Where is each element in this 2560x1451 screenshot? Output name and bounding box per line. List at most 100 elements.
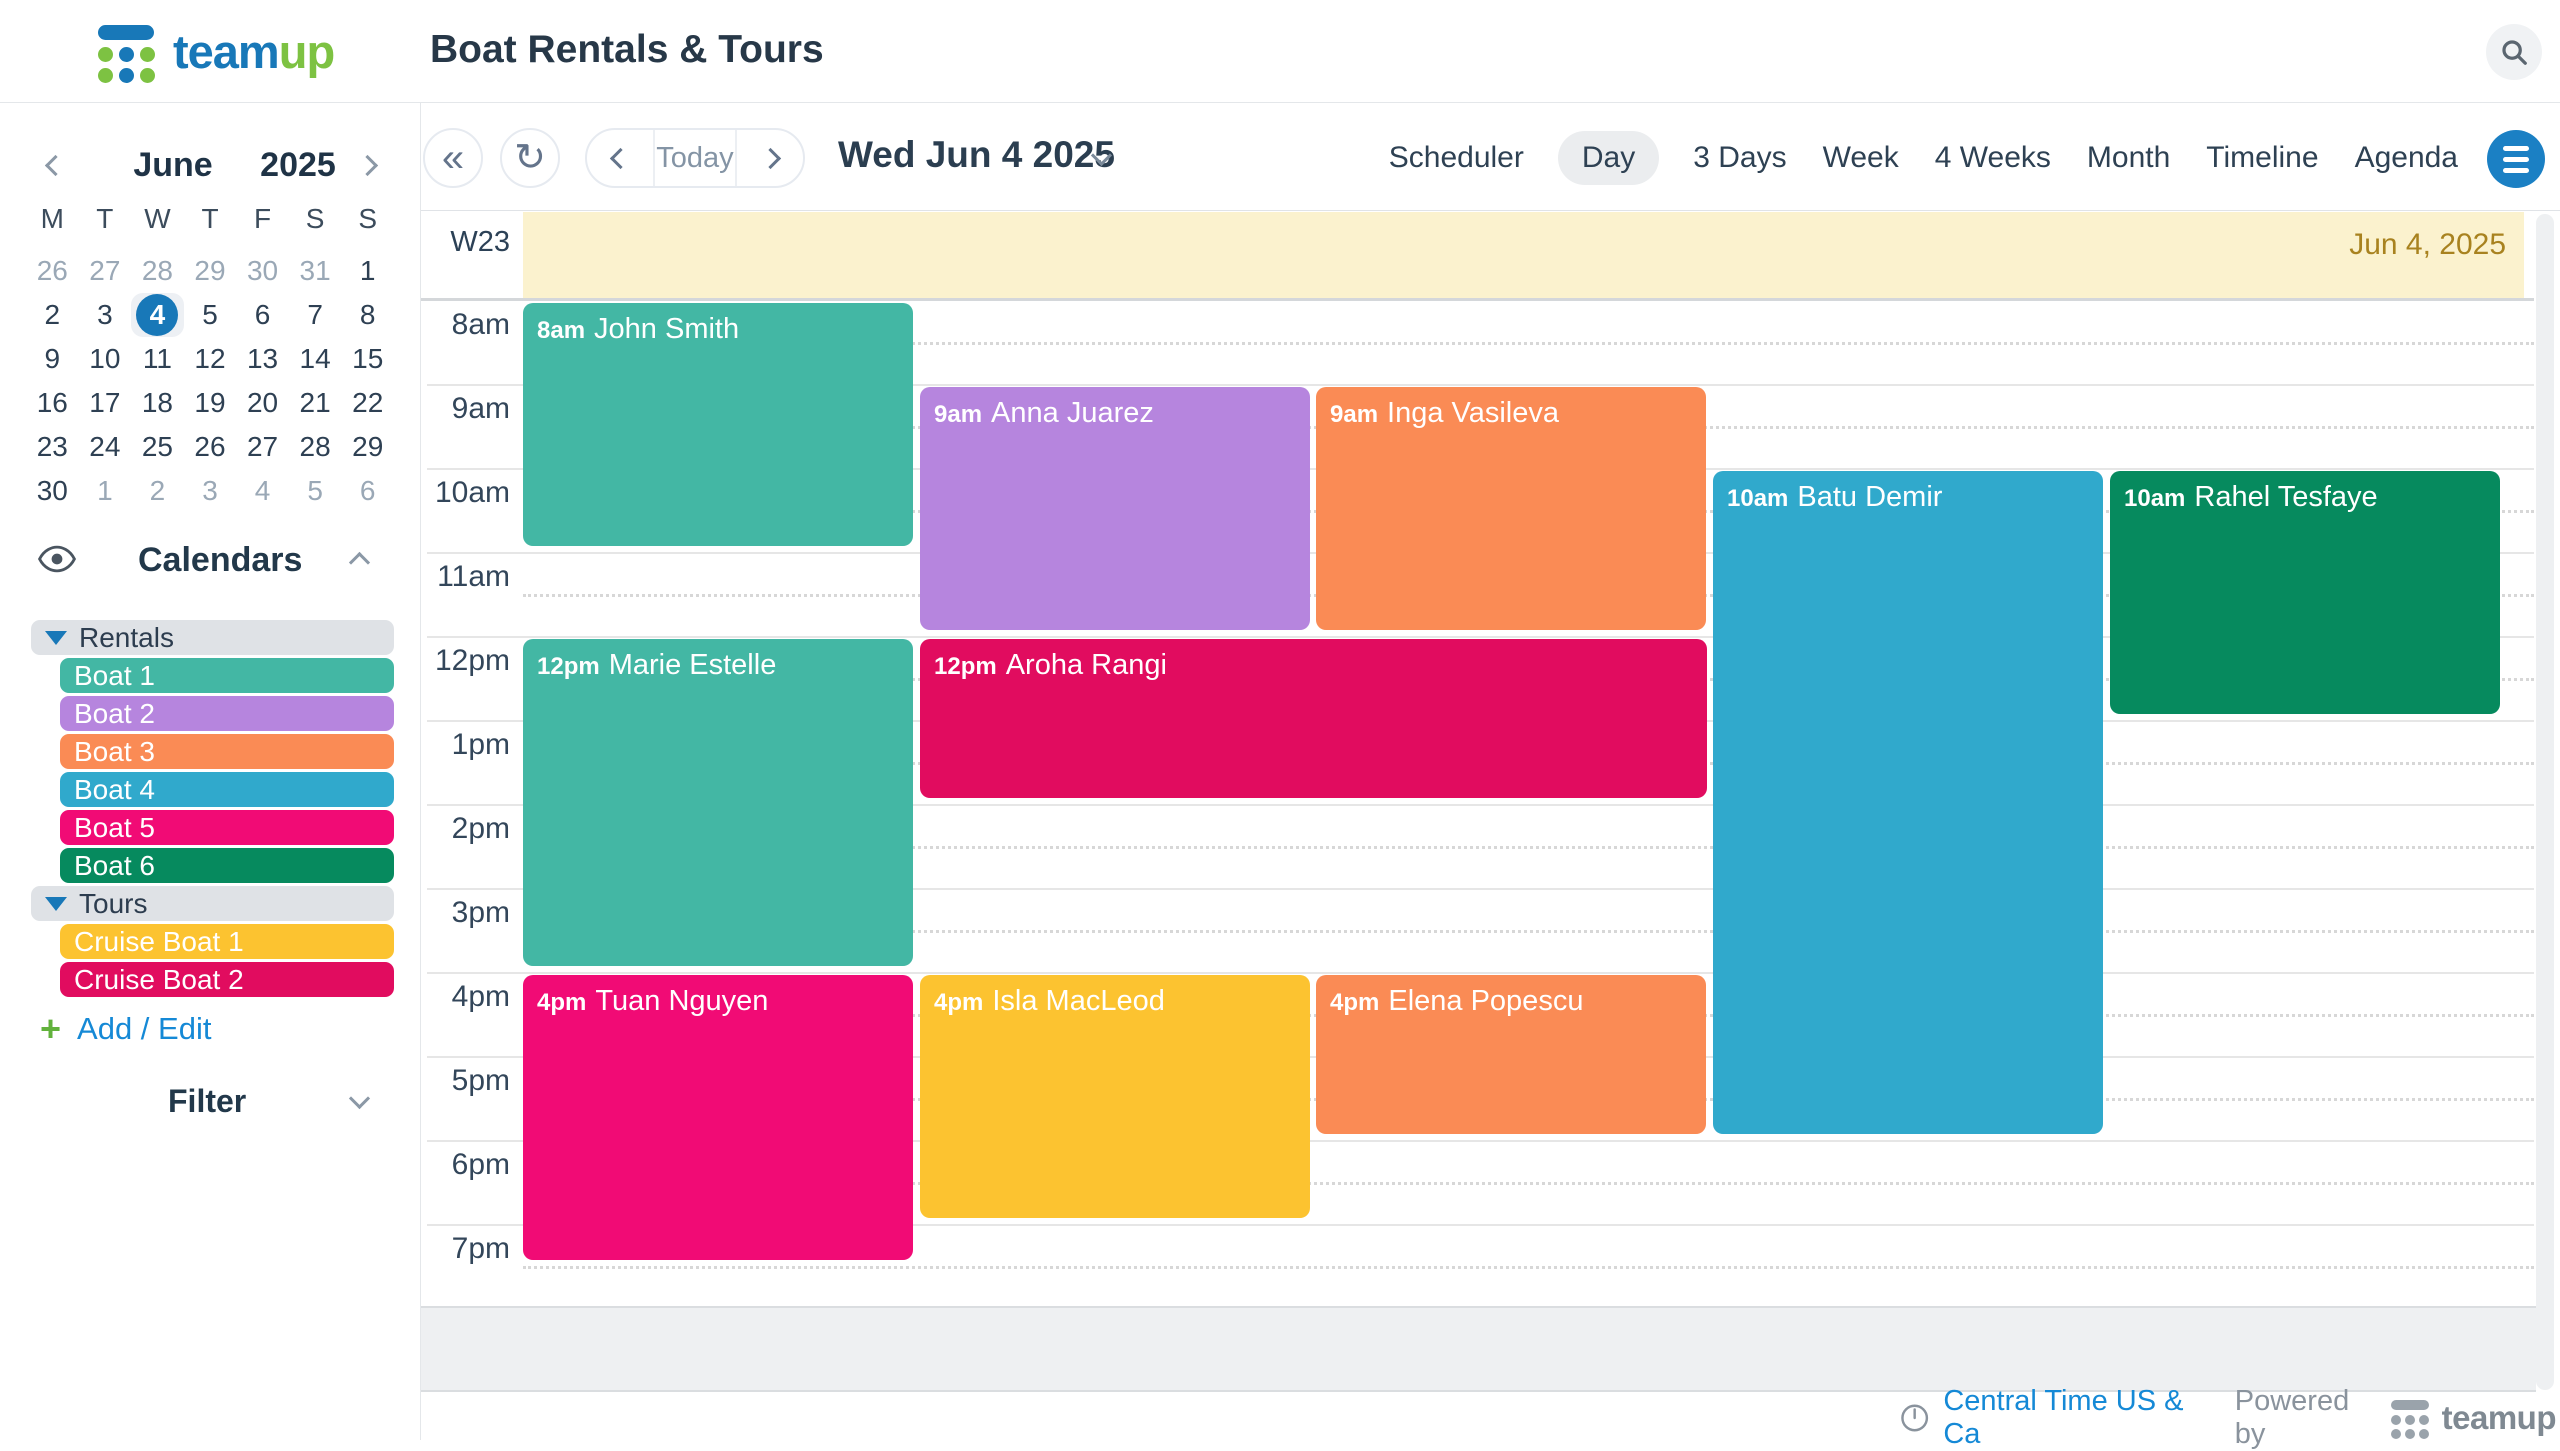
mini-cal-day[interactable]: 3 — [202, 475, 218, 506]
weekday-label: S — [358, 203, 378, 234]
mini-cal-day[interactable]: 4 — [131, 293, 184, 337]
mini-cal-day[interactable]: 10 — [89, 343, 121, 374]
mini-cal-day[interactable]: 9 — [44, 343, 61, 374]
add-edit-link[interactable]: Add / Edit — [77, 1011, 212, 1046]
mini-cal-prev-button[interactable] — [44, 154, 67, 177]
mini-cal-day[interactable]: 24 — [89, 431, 121, 462]
mini-cal-day[interactable]: 18 — [141, 387, 173, 418]
mini-cal-day[interactable]: 27 — [89, 255, 121, 286]
mini-cal-day[interactable]: 28 — [299, 431, 331, 462]
mini-cal-day[interactable]: 1 — [359, 255, 376, 286]
event-tuan-nguyen[interactable]: 4pm Tuan Nguyen — [523, 975, 913, 1260]
event-aroha-rangi[interactable]: 12pm Aroha Rangi — [920, 639, 1707, 798]
date-dropdown-button[interactable] — [1090, 144, 1113, 168]
mini-cal-day[interactable]: 6 — [359, 475, 376, 506]
mini-cal-day[interactable]: 8 — [359, 299, 376, 330]
tab-timeline[interactable]: Timeline — [2206, 141, 2319, 174]
mini-cal-day[interactable]: 26 — [36, 255, 68, 286]
mini-cal-day[interactable]: 23 — [36, 431, 68, 462]
mini-cal-day[interactable]: 2 — [149, 475, 166, 506]
time-label: 4pm — [451, 980, 510, 1013]
scrollbar[interactable] — [2536, 214, 2554, 1390]
mini-cal-next-button[interactable] — [356, 154, 379, 177]
calendar-group-label: Tours — [79, 887, 148, 919]
mini-cal-day[interactable]: 26 — [194, 431, 226, 462]
calendar-item-boat-2[interactable]: Boat 2 — [60, 696, 394, 731]
tab-scheduler[interactable]: Scheduler — [1388, 141, 1524, 174]
event-time: 9am — [934, 401, 983, 428]
calendar-group-rentals[interactable]: Rentals — [31, 620, 394, 655]
mini-cal-day[interactable]: 25 — [141, 431, 173, 462]
mini-cal-day[interactable]: 15 — [352, 343, 384, 374]
teamup-logo[interactable]: teamup — [95, 20, 415, 84]
mini-cal-day[interactable]: 2 — [44, 299, 61, 330]
prev-day-button[interactable] — [587, 130, 653, 186]
tab-day[interactable]: Day — [1557, 131, 1660, 185]
mini-cal-day[interactable]: 22 — [352, 387, 384, 418]
calendar-item-boat-3[interactable]: Boat 3 — [60, 734, 394, 769]
allday-row[interactable]: Jun 4, 2025 — [523, 212, 2524, 298]
event-title: Batu Demir — [1797, 481, 1943, 513]
eye-icon[interactable] — [38, 545, 76, 573]
next-day-button[interactable] — [737, 130, 803, 186]
tab-4-weeks[interactable]: 4 Weeks — [1934, 141, 2051, 174]
tab-month[interactable]: Month — [2086, 141, 2171, 174]
triangle-down-icon — [45, 630, 67, 645]
tab-week[interactable]: Week — [1822, 141, 1899, 174]
collapse-sidebar-button[interactable]: « — [423, 128, 483, 188]
menu-button[interactable] — [2487, 130, 2545, 188]
mini-cal-day[interactable]: 5 — [202, 299, 218, 330]
calendar-group-tours[interactable]: Tours — [31, 886, 394, 921]
mini-cal-day[interactable]: 19 — [194, 387, 226, 418]
timezone-link[interactable]: Central Time US & Ca — [1943, 1385, 2184, 1450]
mini-cal-day[interactable]: 3 — [97, 299, 113, 330]
event-inga-vasileva[interactable]: 9am Inga Vasileva — [1316, 387, 1706, 630]
mini-cal-day[interactable]: 27 — [246, 431, 279, 462]
refresh-icon: ↻ — [514, 137, 546, 179]
calendar-item-boat-6[interactable]: Boat 6 — [60, 848, 394, 883]
event-marie-estelle[interactable]: 12pm Marie Estelle — [523, 639, 913, 966]
today-button[interactable]: Today — [653, 130, 737, 186]
event-john-smith[interactable]: 8am John Smith — [523, 303, 913, 546]
weekday-label: T — [201, 203, 219, 234]
mini-cal-day[interactable]: 30 — [246, 255, 279, 286]
mini-cal-day[interactable]: 14 — [299, 343, 331, 374]
event-batu-demir[interactable]: 10am Batu Demir — [1713, 471, 2103, 1134]
mini-cal-day[interactable]: 17 — [89, 387, 121, 418]
event-elena-popescu[interactable]: 4pm Elena Popescu — [1316, 975, 1706, 1134]
mini-cal-day[interactable]: 29 — [194, 255, 226, 286]
mini-cal-day[interactable]: 30 — [36, 475, 68, 506]
calendar-item-boat-5[interactable]: Boat 5 — [60, 810, 394, 845]
footer: Central Time US & Ca Powered by teamup — [1900, 1385, 2557, 1450]
mini-cal-day[interactable]: 31 — [299, 255, 331, 286]
bottom-strip — [421, 1306, 2536, 1392]
mini-cal-day[interactable]: 1 — [97, 475, 113, 506]
mini-cal-day[interactable]: 4 — [254, 475, 271, 506]
calendar-item-cruise-boat-2[interactable]: Cruise Boat 2 — [60, 962, 394, 997]
mini-cal-day[interactable]: 6 — [254, 299, 271, 330]
mini-cal-day[interactable]: 16 — [36, 387, 68, 418]
event-rahel-tesfaye[interactable]: 10am Rahel Tesfaye — [2110, 471, 2500, 714]
event-isla-macleod[interactable]: 4pm Isla MacLeod — [920, 975, 1310, 1218]
mini-cal-day[interactable]: 13 — [246, 343, 279, 374]
search-button[interactable] — [2486, 24, 2542, 80]
half-hour-line — [523, 342, 2534, 345]
mini-cal-day[interactable]: 21 — [299, 387, 331, 418]
mini-cal-day[interactable]: 11 — [142, 343, 172, 374]
calendar-item-cruise-boat-1[interactable]: Cruise Boat 1 — [60, 924, 394, 959]
mini-cal-day[interactable]: 28 — [141, 255, 173, 286]
mini-cal-day[interactable]: 20 — [246, 387, 279, 418]
tab-3-days[interactable]: 3 Days — [1693, 141, 1787, 174]
refresh-button[interactable]: ↻ — [500, 128, 560, 188]
tab-agenda[interactable]: Agenda — [2354, 141, 2458, 174]
calendar-item-boat-1[interactable]: Boat 1 — [60, 658, 394, 693]
double-chevron-left-icon: « — [441, 136, 465, 180]
mini-cal-day[interactable]: 29 — [352, 431, 384, 462]
mini-cal-day[interactable]: 12 — [194, 343, 226, 374]
mini-cal-day[interactable]: 5 — [307, 475, 323, 506]
mini-cal-day[interactable]: 7 — [307, 299, 323, 330]
calendar-item-boat-4[interactable]: Boat 4 — [60, 772, 394, 807]
event-anna-juarez[interactable]: 9am Anna Juarez — [920, 387, 1310, 630]
current-date-label[interactable]: Wed Jun 4 2025 — [838, 134, 1115, 175]
